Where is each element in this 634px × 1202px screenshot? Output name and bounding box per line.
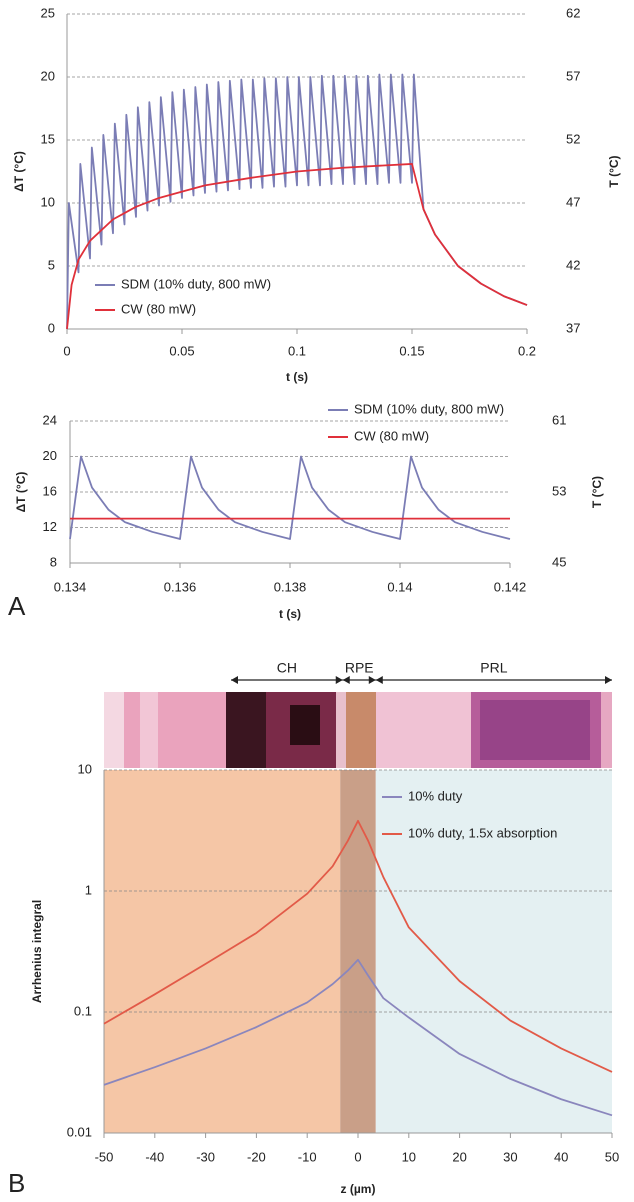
arrow-head xyxy=(368,676,376,684)
x-axis-label: t (s) xyxy=(286,370,308,384)
x-tick-label: 0.15 xyxy=(399,343,424,358)
y2-tick-label: 42 xyxy=(566,257,580,272)
x-tick-label: 20 xyxy=(452,1149,466,1164)
y-tick-label: 0.1 xyxy=(74,1003,92,1018)
y-axis-label: Arrhenius integral xyxy=(30,900,44,1003)
x-tick-label: -20 xyxy=(247,1149,266,1164)
x-axis-label: t (s) xyxy=(279,607,301,621)
y2-axis-label: T (°C) xyxy=(590,476,604,508)
series-line xyxy=(103,958,613,1117)
x-tick-label: 0 xyxy=(63,343,70,358)
y-tick-label: 8 xyxy=(50,554,57,569)
y2-tick-label: 62 xyxy=(566,5,580,20)
y-tick-label: 20 xyxy=(41,68,55,83)
y-tick-label: 10 xyxy=(41,194,55,209)
y-tick-label: 25 xyxy=(41,5,55,20)
y-tick-label: 24 xyxy=(43,412,57,427)
y2-tick-label: 52 xyxy=(566,131,580,146)
legend-label: 10% duty, 1.5x absorption xyxy=(408,825,557,840)
legend-label: 10% duty xyxy=(408,788,463,803)
y2-tick-label: 53 xyxy=(552,483,566,498)
x-tick-label: -50 xyxy=(95,1149,114,1164)
region-band xyxy=(104,770,341,1133)
y-tick-label: 16 xyxy=(43,483,57,498)
legend-label: CW (80 mW) xyxy=(121,301,196,316)
x-tick-label: 0.138 xyxy=(274,579,307,594)
arrow-head xyxy=(375,676,383,684)
region-band xyxy=(340,770,376,1133)
y-tick-label: 5 xyxy=(48,257,55,272)
y2-tick-label: 37 xyxy=(566,320,580,335)
x-tick-label: 0 xyxy=(354,1149,361,1164)
span-label: RPE xyxy=(345,660,374,676)
x-tick-label: 0.2 xyxy=(518,343,536,358)
region-band xyxy=(375,770,612,1133)
x-tick-label: 0.136 xyxy=(164,579,197,594)
legend-label: CW (80 mW) xyxy=(354,428,429,443)
series-line xyxy=(69,455,511,540)
x-tick-label: 0.1 xyxy=(288,343,306,358)
x-tick-label: 50 xyxy=(605,1149,619,1164)
y2-tick-label: 61 xyxy=(552,412,566,427)
x-tick-label: 0.134 xyxy=(54,579,87,594)
x-tick-label: 40 xyxy=(554,1149,568,1164)
legend-label: SDM (10% duty, 800 mW) xyxy=(354,401,504,416)
x-tick-label: 0.05 xyxy=(169,343,194,358)
y2-tick-label: 45 xyxy=(552,554,566,569)
x-tick-label: -40 xyxy=(145,1149,164,1164)
y2-axis-label: T (°C) xyxy=(607,155,621,187)
y-tick-label: 1 xyxy=(85,882,92,897)
panel-label: B xyxy=(8,1168,25,1198)
arrow-head xyxy=(342,676,350,684)
y-tick-label: 20 xyxy=(43,448,57,463)
series-line xyxy=(66,163,528,330)
span-label: CH xyxy=(277,660,297,676)
x-tick-label: 0.142 xyxy=(494,579,527,594)
series-line xyxy=(103,819,613,1073)
y-tick-label: 0.01 xyxy=(67,1124,92,1139)
y-axis-label: ΔT (°C) xyxy=(14,472,28,513)
y-axis-label: ΔT (°C) xyxy=(12,151,26,192)
arrow-head xyxy=(335,676,343,684)
y2-tick-label: 47 xyxy=(566,194,580,209)
arrow-head xyxy=(605,676,612,684)
x-axis-label: z (µm) xyxy=(341,1182,376,1196)
arrow-head xyxy=(231,676,238,684)
y2-tick-label: 57 xyxy=(566,68,580,83)
x-tick-label: -30 xyxy=(196,1149,215,1164)
x-tick-label: 10 xyxy=(402,1149,416,1164)
y-tick-label: 15 xyxy=(41,131,55,146)
y-tick-label: 10 xyxy=(78,761,92,776)
x-tick-label: 0.14 xyxy=(387,579,412,594)
span-label: PRL xyxy=(480,660,507,676)
x-tick-label: -10 xyxy=(298,1149,317,1164)
x-tick-label: 30 xyxy=(503,1149,517,1164)
y-tick-label: 12 xyxy=(43,519,57,534)
panel-label: A xyxy=(8,591,26,621)
y-tick-label: 0 xyxy=(48,320,55,335)
legend-label: SDM (10% duty, 800 mW) xyxy=(121,276,271,291)
histology-image xyxy=(104,692,612,768)
